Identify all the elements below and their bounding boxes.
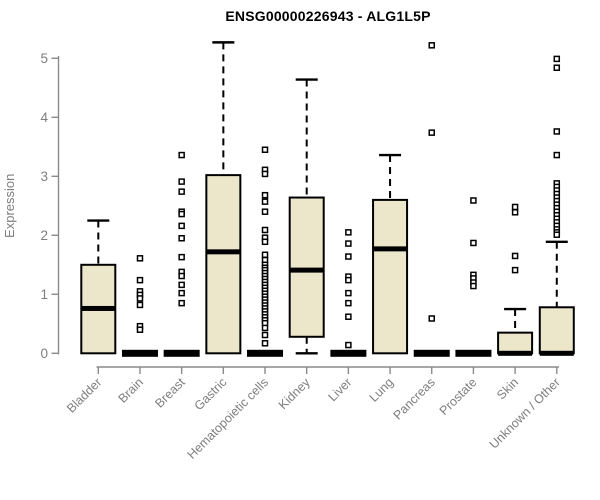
outlier-point-brain — [136, 301, 144, 309]
y-tick-label: 0 — [40, 346, 48, 361]
outlier-point-hematopoietic-cells — [261, 226, 269, 234]
outlier-point-breast — [178, 188, 185, 195]
collapsed-box-breast — [163, 349, 200, 357]
outlier-point-brain — [136, 326, 144, 333]
outlier-point-skin — [511, 266, 519, 274]
outlier-point-hematopoietic-cells — [261, 238, 269, 246]
collapsed-box-prostate — [455, 349, 492, 357]
outlier-point-pancreas — [428, 42, 435, 49]
outlier-point-skin — [511, 209, 519, 216]
x-tick-label-breast: Breast — [152, 375, 188, 411]
x-tick-label-hematopoietic-cells: Hematopoietic cells — [185, 375, 272, 462]
box-skin — [497, 331, 534, 355]
outlier-point-skin — [511, 252, 519, 260]
outlier-point-prostate — [470, 197, 477, 204]
x-tick-label-bladder: Bladder — [64, 375, 104, 415]
outlier-point-unknown-other — [553, 64, 561, 71]
y-tick-label: 2 — [40, 228, 48, 243]
outlier-point-hematopoietic-cells — [261, 251, 269, 259]
y-axis-title: Expression — [2, 174, 17, 238]
outlier-point-unknown-other — [553, 231, 561, 238]
outlier-point-breast — [178, 272, 185, 280]
outlier-point-hematopoietic-cells — [261, 331, 269, 339]
outlier-point-hematopoietic-cells — [261, 324, 269, 332]
outlier-point-hematopoietic-cells — [261, 208, 269, 215]
outlier-point-liver — [345, 289, 352, 297]
x-tick-label-prostate: Prostate — [437, 375, 480, 418]
box-kidney — [288, 196, 325, 338]
outlier-point-breast — [178, 289, 185, 297]
box-gastric — [205, 174, 242, 355]
outlier-point-unknown-other — [553, 55, 561, 63]
outlier-point-skin — [511, 203, 519, 211]
median-skin — [498, 350, 533, 356]
y-tick-label: 3 — [40, 169, 48, 184]
outlier-point-prostate — [470, 282, 477, 290]
outlier-point-liver — [345, 341, 352, 349]
outlier-point-breast — [178, 281, 185, 289]
outlier-point-liver — [345, 299, 352, 307]
outlier-point-pancreas — [428, 315, 435, 322]
outlier-point-brain — [136, 255, 144, 262]
median-lung — [373, 246, 408, 252]
y-tick-label: 4 — [40, 110, 48, 125]
box-lung — [372, 198, 409, 355]
outlier-point-breast — [178, 235, 185, 242]
outlier-point-breast — [178, 151, 185, 159]
outlier-point-hematopoietic-cells — [261, 191, 269, 199]
outlier-point-unknown-other — [553, 128, 561, 135]
outlier-point-liver — [345, 313, 352, 320]
collapsed-box-hematopoietic-cells — [247, 349, 284, 357]
outlier-point-pancreas — [428, 129, 435, 136]
outlier-point-brain — [136, 276, 144, 284]
y-tick-label: 1 — [40, 287, 48, 302]
outlier-point-liver — [345, 229, 352, 236]
outlier-point-unknown-other — [553, 151, 561, 159]
x-tick-label-gastric: Gastric — [192, 375, 230, 413]
outlier-point-liver — [345, 276, 352, 284]
x-tick-label-kidney: Kidney — [276, 375, 313, 412]
outlier-point-hematopoietic-cells — [261, 198, 269, 205]
collapsed-box-liver — [330, 349, 367, 357]
median-bladder — [81, 305, 116, 311]
median-gastric — [206, 249, 241, 255]
median-kidney — [289, 267, 324, 273]
outlier-point-hematopoietic-cells — [261, 146, 269, 153]
outlier-point-breast — [178, 178, 185, 185]
x-tick-label-lung: Lung — [367, 375, 397, 405]
collapsed-box-pancreas — [413, 349, 450, 357]
x-tick-label-brain: Brain — [116, 375, 147, 406]
outlier-point-breast — [178, 299, 185, 307]
outlier-point-liver — [345, 240, 352, 247]
outlier-point-hematopoietic-cells — [261, 170, 269, 178]
box-unknown-other — [538, 306, 575, 355]
median-unknown-other — [539, 350, 574, 356]
x-tick-label-unknown-other: Unknown / Other — [487, 375, 563, 451]
outlier-point-brain — [136, 295, 144, 302]
outlier-point-prostate — [470, 239, 477, 247]
outlier-point-breast — [178, 253, 185, 261]
chart-title: ENSG00000226943 - ALG1L5P — [225, 8, 431, 24]
collapsed-box-brain — [121, 349, 158, 357]
x-tick-label-liver: Liver — [325, 375, 354, 404]
outlier-point-liver — [345, 253, 352, 260]
outlier-point-breast — [178, 210, 185, 218]
y-tick-label: 5 — [40, 51, 48, 66]
x-tick-label-skin: Skin — [494, 375, 521, 402]
outlier-point-breast — [178, 222, 185, 230]
outlier-point-hematopoietic-cells — [261, 340, 269, 347]
x-tick-label-pancreas: Pancreas — [391, 375, 438, 422]
